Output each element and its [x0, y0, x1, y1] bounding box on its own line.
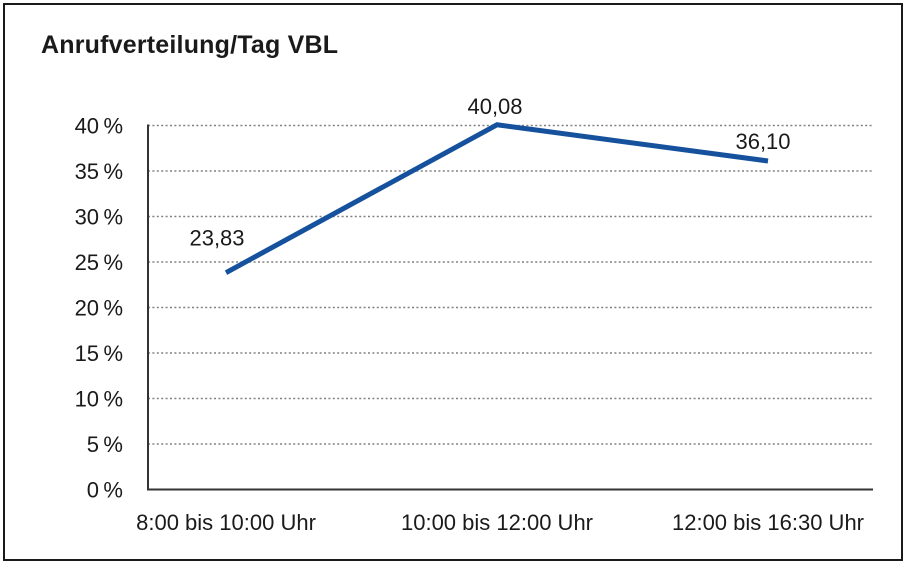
y-tick-label: 10 % [75, 387, 123, 412]
x-category-label: 12:00 bis 16:30 Uhr [672, 510, 864, 535]
data-point-label: 36,10 [735, 129, 790, 154]
series-line [224, 122, 769, 275]
y-tick-label: 35 % [75, 159, 123, 184]
y-tick-label: 25 % [75, 250, 123, 275]
chart-frame [3, 3, 903, 561]
chart-title: Anrufverteilung/Tag VBL [41, 31, 339, 59]
data-point-label: 23,83 [189, 226, 244, 251]
y-tick-label: 0 % [87, 478, 123, 503]
y-tick-label: 40 % [75, 114, 123, 139]
y-tick-label: 15 % [75, 341, 123, 366]
data-point-label: 40,08 [467, 94, 522, 119]
y-tick-label: 5 % [87, 432, 123, 457]
y-tick-label: 30 % [75, 205, 123, 230]
x-category-label: 10:00 bis 12:00 Uhr [401, 510, 593, 535]
x-category-label: 8:00 bis 10:00 Uhr [136, 510, 316, 535]
y-tick-label: 20 % [75, 296, 123, 321]
